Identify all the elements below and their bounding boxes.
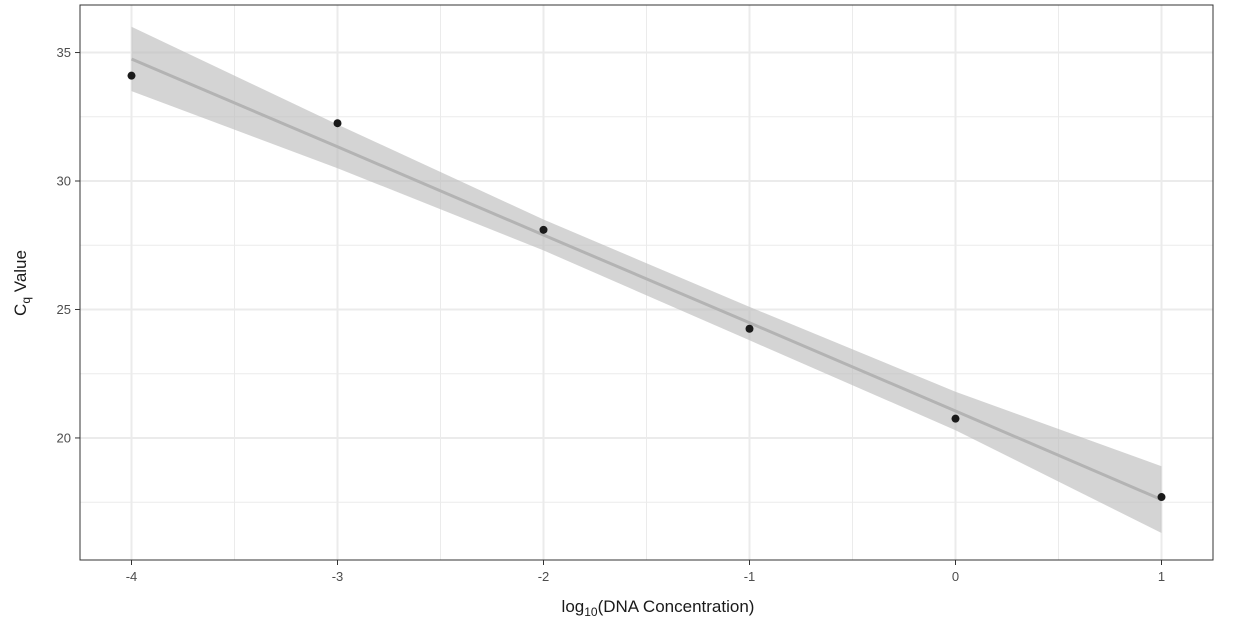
grid-major bbox=[80, 5, 1213, 560]
data-point bbox=[951, 414, 960, 423]
regression-line bbox=[130, 57, 1163, 501]
data-point bbox=[333, 119, 342, 128]
x-axis-title-log: log bbox=[562, 597, 585, 616]
y-tick-label: 25 bbox=[57, 302, 71, 317]
data-point bbox=[745, 324, 754, 333]
y-axis-title-rest: Value bbox=[11, 250, 30, 297]
x-tick-label: -4 bbox=[126, 569, 138, 584]
y-axis-ticks: 20 25 30 35 bbox=[57, 45, 80, 445]
data-point bbox=[539, 225, 548, 234]
y-axis-title: Cq Value bbox=[11, 250, 33, 316]
data-point bbox=[127, 71, 136, 80]
x-axis-title: log10(DNA Concentration) bbox=[562, 597, 755, 619]
y-tick-label: 30 bbox=[57, 174, 71, 189]
grid-minor bbox=[80, 5, 1213, 560]
fit-line-layer bbox=[130, 57, 1163, 501]
data-point bbox=[1157, 493, 1166, 502]
y-axis-title-subscript: q bbox=[19, 297, 33, 304]
x-tick-label: 1 bbox=[1158, 569, 1165, 584]
y-tick-label: 20 bbox=[57, 430, 71, 445]
x-tick-label: 0 bbox=[952, 569, 959, 584]
x-axis-title-rest: (DNA Concentration) bbox=[598, 597, 755, 616]
x-axis-ticks: -4 -3 -2 -1 0 1 bbox=[126, 560, 1165, 584]
x-tick-label: -2 bbox=[538, 569, 550, 584]
x-tick-label: -3 bbox=[332, 569, 344, 584]
data-points bbox=[127, 71, 1166, 502]
y-tick-label: 35 bbox=[57, 45, 71, 60]
y-axis-title-c: C bbox=[11, 304, 30, 316]
x-axis-title-subscript: 10 bbox=[584, 605, 598, 619]
panel-border bbox=[79, 4, 1214, 561]
x-tick-label: -1 bbox=[744, 569, 756, 584]
